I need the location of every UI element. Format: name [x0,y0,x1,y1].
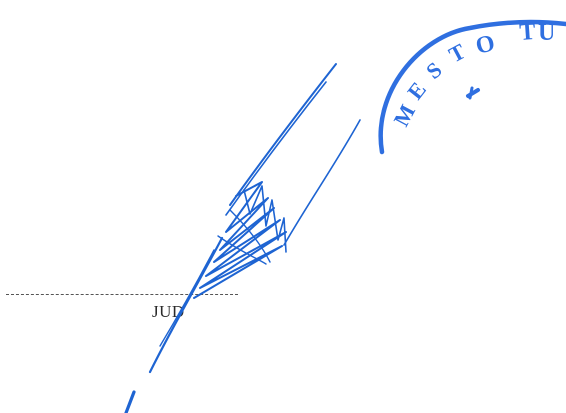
svg-text:E: E [402,77,431,104]
signature-line [6,294,238,295]
signer-name: JUD [152,302,185,321]
svg-text:T: T [445,38,470,67]
svg-text:T: T [519,19,537,46]
svg-text:O: O [473,30,497,60]
svg-text:M: M [388,100,420,130]
svg-text:S: S [421,57,446,84]
svg-text:U: U [538,20,555,46]
